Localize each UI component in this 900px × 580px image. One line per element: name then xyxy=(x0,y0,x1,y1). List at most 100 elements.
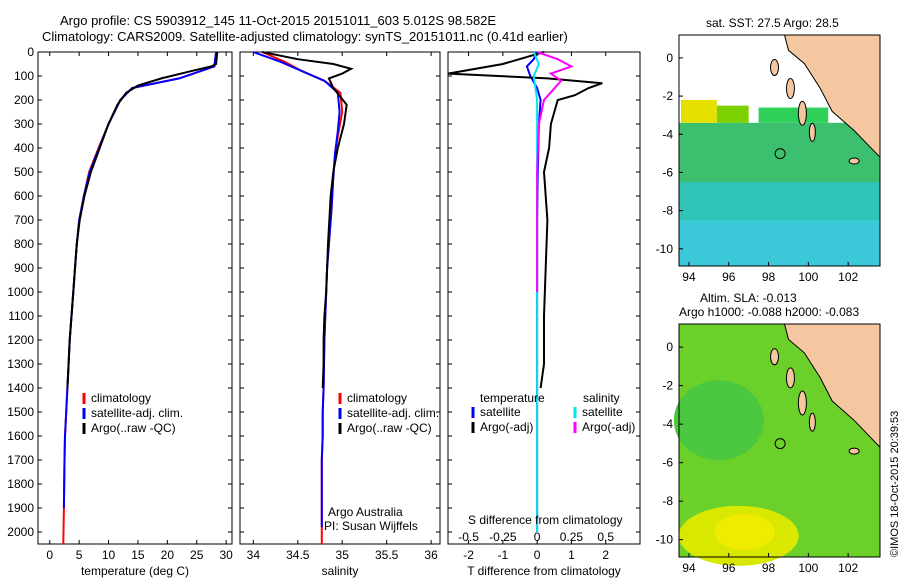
x-tick-label-top: 0 xyxy=(534,530,541,544)
x-tick-label: 25 xyxy=(190,548,204,562)
x-axis-label-2: salinity xyxy=(322,564,359,578)
map-y-label: -2 xyxy=(662,379,673,393)
map-y-label: 0 xyxy=(666,340,673,354)
map-y-label: 0 xyxy=(666,51,673,65)
island-icon xyxy=(785,367,795,389)
legend-label-1-1: climatology xyxy=(91,391,151,405)
depth-tick-label: 1300 xyxy=(7,357,34,371)
island-icon xyxy=(808,122,816,142)
map-y-label: -2 xyxy=(662,89,673,103)
depth-tick-label: 500 xyxy=(14,165,34,179)
x-tick-label: 5 xyxy=(76,548,83,562)
map-x-label: 98 xyxy=(762,561,776,575)
sst-warm-patch xyxy=(680,99,717,123)
x-tick-label-top: 0.5 xyxy=(597,530,614,544)
sla-map xyxy=(673,323,881,566)
map-x-label: 102 xyxy=(838,561,858,575)
depth-tick-label: 1100 xyxy=(8,309,34,323)
map-y-label: -6 xyxy=(662,456,673,470)
legend-label-1-3: Argo(..raw -QC) xyxy=(91,421,176,435)
x-tick-label: 1 xyxy=(568,548,575,562)
x-tick-label: 35 xyxy=(336,548,350,562)
x-tick-label: 34 xyxy=(247,548,261,562)
map-x-label: 94 xyxy=(682,561,696,575)
legend-label-2-2: satellite-adj. clim. xyxy=(347,406,439,420)
sst-field-south xyxy=(679,220,880,266)
island-icon xyxy=(770,58,780,76)
legend-label-1-2: satellite-adj. clim. xyxy=(91,406,183,420)
depth-tick-label: 1800 xyxy=(7,477,34,491)
depth-tick-label: 2000 xyxy=(7,525,34,539)
map-y-label: -10 xyxy=(656,242,674,256)
map-y-label: -8 xyxy=(662,494,673,508)
panel-frame-1 xyxy=(37,51,233,545)
map-y-label: -8 xyxy=(662,204,673,218)
depth-tick-label: 800 xyxy=(14,237,34,251)
x-tick-label: 34.5 xyxy=(286,548,310,562)
x-tick-label: 36 xyxy=(424,548,438,562)
map-y-label: -4 xyxy=(662,127,673,141)
island-icon xyxy=(785,77,795,99)
series-line-3-2 xyxy=(447,51,603,389)
island-icon xyxy=(848,447,860,455)
map-sla-title: Altim. SLA: -0.013 xyxy=(700,291,797,305)
depth-tick-label: 200 xyxy=(14,93,34,107)
island-icon xyxy=(797,100,807,126)
x-tick-label: 35.5 xyxy=(375,548,399,562)
map-x-label: 102 xyxy=(838,270,858,284)
map-sla-subtitle: Argo h1000: -0.088 h2000: -0.083 xyxy=(679,305,860,319)
depth-tick-label: 1700 xyxy=(7,453,34,467)
x-tick-label-top: -0.25 xyxy=(489,530,517,544)
panel-frame-2 xyxy=(239,51,441,545)
series-line-1-3 xyxy=(66,51,219,389)
depth-tick-label: 1000 xyxy=(7,285,34,299)
map-y-label: -10 xyxy=(656,533,674,547)
x-tick-label-top: 0.25 xyxy=(560,530,584,544)
diff-legend-temp-label: satellite xyxy=(480,405,521,419)
x-tick-label: 30 xyxy=(219,548,233,562)
float-position-marker xyxy=(774,148,786,160)
map-x-label: 96 xyxy=(722,270,736,284)
s-diff-label: S difference from climatology xyxy=(468,513,623,527)
series-line-3-3 xyxy=(532,51,540,532)
map-x-label: 96 xyxy=(722,561,736,575)
depth-tick-label: 400 xyxy=(14,141,34,155)
footer-credit: ©IMOS 18-Oct-2015 20:39:53 xyxy=(889,410,900,557)
depth-tick-label: 1900 xyxy=(7,501,34,515)
map-y-label: -4 xyxy=(662,417,673,431)
depth-tick-label: 0 xyxy=(27,45,34,59)
x-tick-label: 10 xyxy=(102,548,116,562)
diff-legend-header-sal: salinity xyxy=(583,391,620,405)
sst-map xyxy=(678,34,881,267)
x-tick-label: -1 xyxy=(498,548,509,562)
depth-tick-label: 100 xyxy=(14,69,34,83)
credit-line1: Argo Australia xyxy=(328,505,403,519)
depth-tick-label: 900 xyxy=(14,261,34,275)
map-sst-title: sat. SST: 27.5 Argo: 28.5 xyxy=(706,16,839,30)
sla-low-patch xyxy=(673,380,764,461)
sla-map-frame xyxy=(678,323,881,558)
depth-tick-label: 1600 xyxy=(7,429,34,443)
map-y-label: -6 xyxy=(662,165,673,179)
x-tick-label: 15 xyxy=(131,548,145,562)
x-tick-label: 20 xyxy=(161,548,175,562)
credit-line2: PI: Susan Wijffels xyxy=(324,519,418,533)
x-tick-label: 0 xyxy=(534,548,541,562)
diff-legend-sal-label: satellite xyxy=(582,405,623,419)
diff-legend-temp-label: Argo(-adj) xyxy=(480,420,533,434)
sla-high-core xyxy=(714,513,775,550)
series-line-2-3 xyxy=(262,51,354,389)
island-icon xyxy=(848,157,860,165)
x-tick-label: 0 xyxy=(46,548,53,562)
x-tick-label: 2 xyxy=(602,548,609,562)
depth-tick-label: 1400 xyxy=(7,381,34,395)
depth-tick-label: 600 xyxy=(14,189,34,203)
map-x-label: 100 xyxy=(798,561,818,575)
depth-tick-label: 700 xyxy=(14,213,34,227)
series-line-3-4 xyxy=(536,51,574,292)
island-icon xyxy=(808,412,816,432)
x-axis-label-3: T difference from climatology xyxy=(467,564,621,578)
sst-patch-3 xyxy=(758,107,829,123)
x-tick-label-top: -0.5 xyxy=(458,530,479,544)
